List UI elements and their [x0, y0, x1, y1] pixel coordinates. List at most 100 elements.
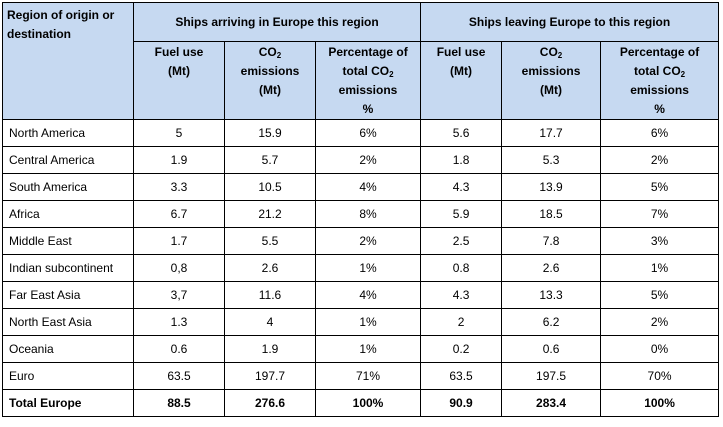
- leaving-group-header: Ships leaving Europe to this region: [420, 2, 720, 42]
- co2-unit-line: (Mt): [259, 83, 281, 97]
- departure-fuel-cell: 0.2: [420, 335, 503, 363]
- fuel-header-line: Fuel use: [154, 45, 204, 59]
- group-header-row: Region of origin or destination Ships ar…: [2, 2, 720, 120]
- departure-fuel-cell: 2.5: [420, 227, 503, 255]
- pct-emissions-line: emissions: [630, 83, 689, 97]
- table-row: Middle East 1.7 5.5 2% 2.5 7.8 3%: [2, 227, 720, 255]
- table-row: Far East Asia 3,7 11.6 4% 4.3 13.3 5%: [2, 281, 720, 309]
- fuel-unit-line: (Mt): [450, 64, 473, 78]
- arrival-pct-cell: 2%: [314, 227, 422, 255]
- arrival-co2-cell: 11.6: [224, 281, 316, 309]
- lev-fuel-header: Fuel use (Mt): [420, 41, 503, 120]
- table-row: South America 3.3 10.5 4% 4.3 13.9 5%: [2, 173, 720, 201]
- pct-header-line: Percentage of: [619, 45, 700, 59]
- fuel-header-line: Fuel use: [436, 45, 486, 59]
- departure-pct-cell: 7%: [600, 200, 720, 228]
- table-row: North East Asia 1.3 4 1% 2 6.2 2%: [2, 308, 720, 336]
- region-cell: Far East Asia: [2, 281, 134, 309]
- co2-emissions-line: emissions: [521, 64, 581, 78]
- departure-fuel-cell: 5.9: [420, 200, 503, 228]
- departure-pct-cell: 2%: [600, 146, 720, 174]
- departure-fuel-cell: 4.3: [420, 281, 503, 309]
- arrival-pct-cell: 1%: [314, 308, 422, 336]
- arrival-pct-cell: 4%: [314, 173, 422, 201]
- region-cell: Middle East: [2, 227, 134, 255]
- departure-pct-cell: 3%: [600, 227, 720, 255]
- departure-pct-cell: 100%: [600, 389, 720, 417]
- arr-co2-header: CO2 emissions (Mt): [224, 41, 316, 120]
- region-cell: Total Europe: [2, 389, 134, 417]
- region-cell: Euro: [2, 362, 134, 390]
- co2-header-line: CO2: [258, 45, 282, 60]
- table-body: North America 5 15.9 6% 5.6 17.7 6% Central Ame…: [2, 119, 720, 417]
- region-cell: North East Asia: [2, 308, 134, 336]
- departure-co2-cell: 13.9: [501, 173, 602, 201]
- arrival-fuel-cell: 5: [133, 119, 225, 147]
- departure-co2-cell: 197.5: [501, 362, 602, 390]
- table-row: North America 5 15.9 6% 5.6 17.7 6%: [2, 119, 720, 147]
- pct-unit-line: %: [654, 102, 665, 116]
- arrival-pct-cell: 2%: [314, 146, 422, 174]
- arr-pct-header: Percentage of total CO2 emissions %: [314, 41, 422, 120]
- lev-pct-header: Percentage of total CO2 emissions %: [600, 41, 720, 120]
- departure-co2-cell: 18.5: [501, 200, 602, 228]
- region-cell: Indian subcontinent: [2, 254, 134, 282]
- arrival-co2-cell: 15.9: [224, 119, 316, 147]
- arrival-fuel-cell: 1.3: [133, 308, 225, 336]
- arrival-pct-cell: 100%: [314, 389, 422, 417]
- arrival-pct-cell: 4%: [314, 281, 422, 309]
- region-header: Region of origin or destination: [2, 2, 134, 120]
- arrival-co2-cell: 5.7: [224, 146, 316, 174]
- table-row: Africa 6.7 21.2 8% 5.9 18.5 7%: [2, 200, 720, 228]
- arrival-co2-cell: 2.6: [224, 254, 316, 282]
- departure-pct-cell: 6%: [600, 119, 720, 147]
- departure-pct-cell: 1%: [600, 254, 720, 282]
- departure-fuel-cell: 5.6: [420, 119, 503, 147]
- arrival-fuel-cell: 3,7: [133, 281, 225, 309]
- arrival-co2-cell: 1.9: [224, 335, 316, 363]
- departure-pct-cell: 5%: [600, 281, 720, 309]
- arrival-fuel-cell: 88.5: [133, 389, 225, 417]
- table-row: Euro 63.5 197.7 71% 63.5 197.5 70%: [2, 362, 720, 390]
- departure-fuel-cell: 63.5: [420, 362, 503, 390]
- table-row: Central America 1.9 5.7 2% 1.8 5.3 2%: [2, 146, 720, 174]
- arrival-co2-cell: 276.6: [224, 389, 316, 417]
- departure-fuel-cell: 4.3: [420, 173, 503, 201]
- departure-co2-cell: 6.2: [501, 308, 602, 336]
- arrival-fuel-cell: 0.6: [133, 335, 225, 363]
- arrival-co2-cell: 10.5: [224, 173, 316, 201]
- co2-header-line: CO2: [539, 45, 563, 60]
- region-cell: Oceania: [2, 335, 134, 363]
- fuel-unit-line: (Mt): [168, 64, 190, 78]
- arrival-co2-cell: 197.7: [224, 362, 316, 390]
- region-cell: Africa: [2, 200, 134, 228]
- arrival-pct-cell: 6%: [314, 119, 422, 147]
- emissions-table: Region of origin or destination Ships ar…: [2, 2, 720, 417]
- departure-pct-cell: 70%: [600, 362, 720, 390]
- departure-fuel-cell: 0.8: [420, 254, 503, 282]
- total-row: Total Europe 88.5 276.6 100% 90.9 283.4 100%: [2, 389, 720, 417]
- arriving-group-header: Ships arriving in Europe this region: [132, 2, 422, 42]
- region-cell: South America: [2, 173, 134, 201]
- arrival-co2-cell: 21.2: [224, 200, 316, 228]
- region-cell: Central America: [2, 146, 134, 174]
- pct-total-line: total CO2: [342, 64, 394, 79]
- pct-unit-line: %: [362, 102, 374, 116]
- arrival-pct-cell: 71%: [314, 362, 422, 390]
- departure-fuel-cell: 90.9: [420, 389, 503, 417]
- departure-co2-cell: 17.7: [501, 119, 602, 147]
- arrival-fuel-cell: 1.9: [133, 146, 225, 174]
- lev-co2-header: CO2 emissions (Mt): [501, 41, 602, 120]
- arr-fuel-header: Fuel use (Mt): [133, 41, 225, 120]
- departure-pct-cell: 2%: [600, 308, 720, 336]
- arrival-fuel-cell: 1.7: [133, 227, 225, 255]
- co2-unit-line: (Mt): [540, 83, 563, 97]
- departure-co2-cell: 283.4: [501, 389, 602, 417]
- arrival-pct-cell: 8%: [314, 200, 422, 228]
- table-row: Oceania 0.6 1.9 1% 0.2 0.6 0%: [2, 335, 720, 363]
- departure-co2-cell: 13.3: [501, 281, 602, 309]
- arrival-fuel-cell: 63.5: [133, 362, 225, 390]
- table-row: Indian subcontinent 0,8 2.6 1% 0.8 2.6 1%: [2, 254, 720, 282]
- departure-co2-cell: 0.6: [501, 335, 602, 363]
- arrival-fuel-cell: 3.3: [133, 173, 225, 201]
